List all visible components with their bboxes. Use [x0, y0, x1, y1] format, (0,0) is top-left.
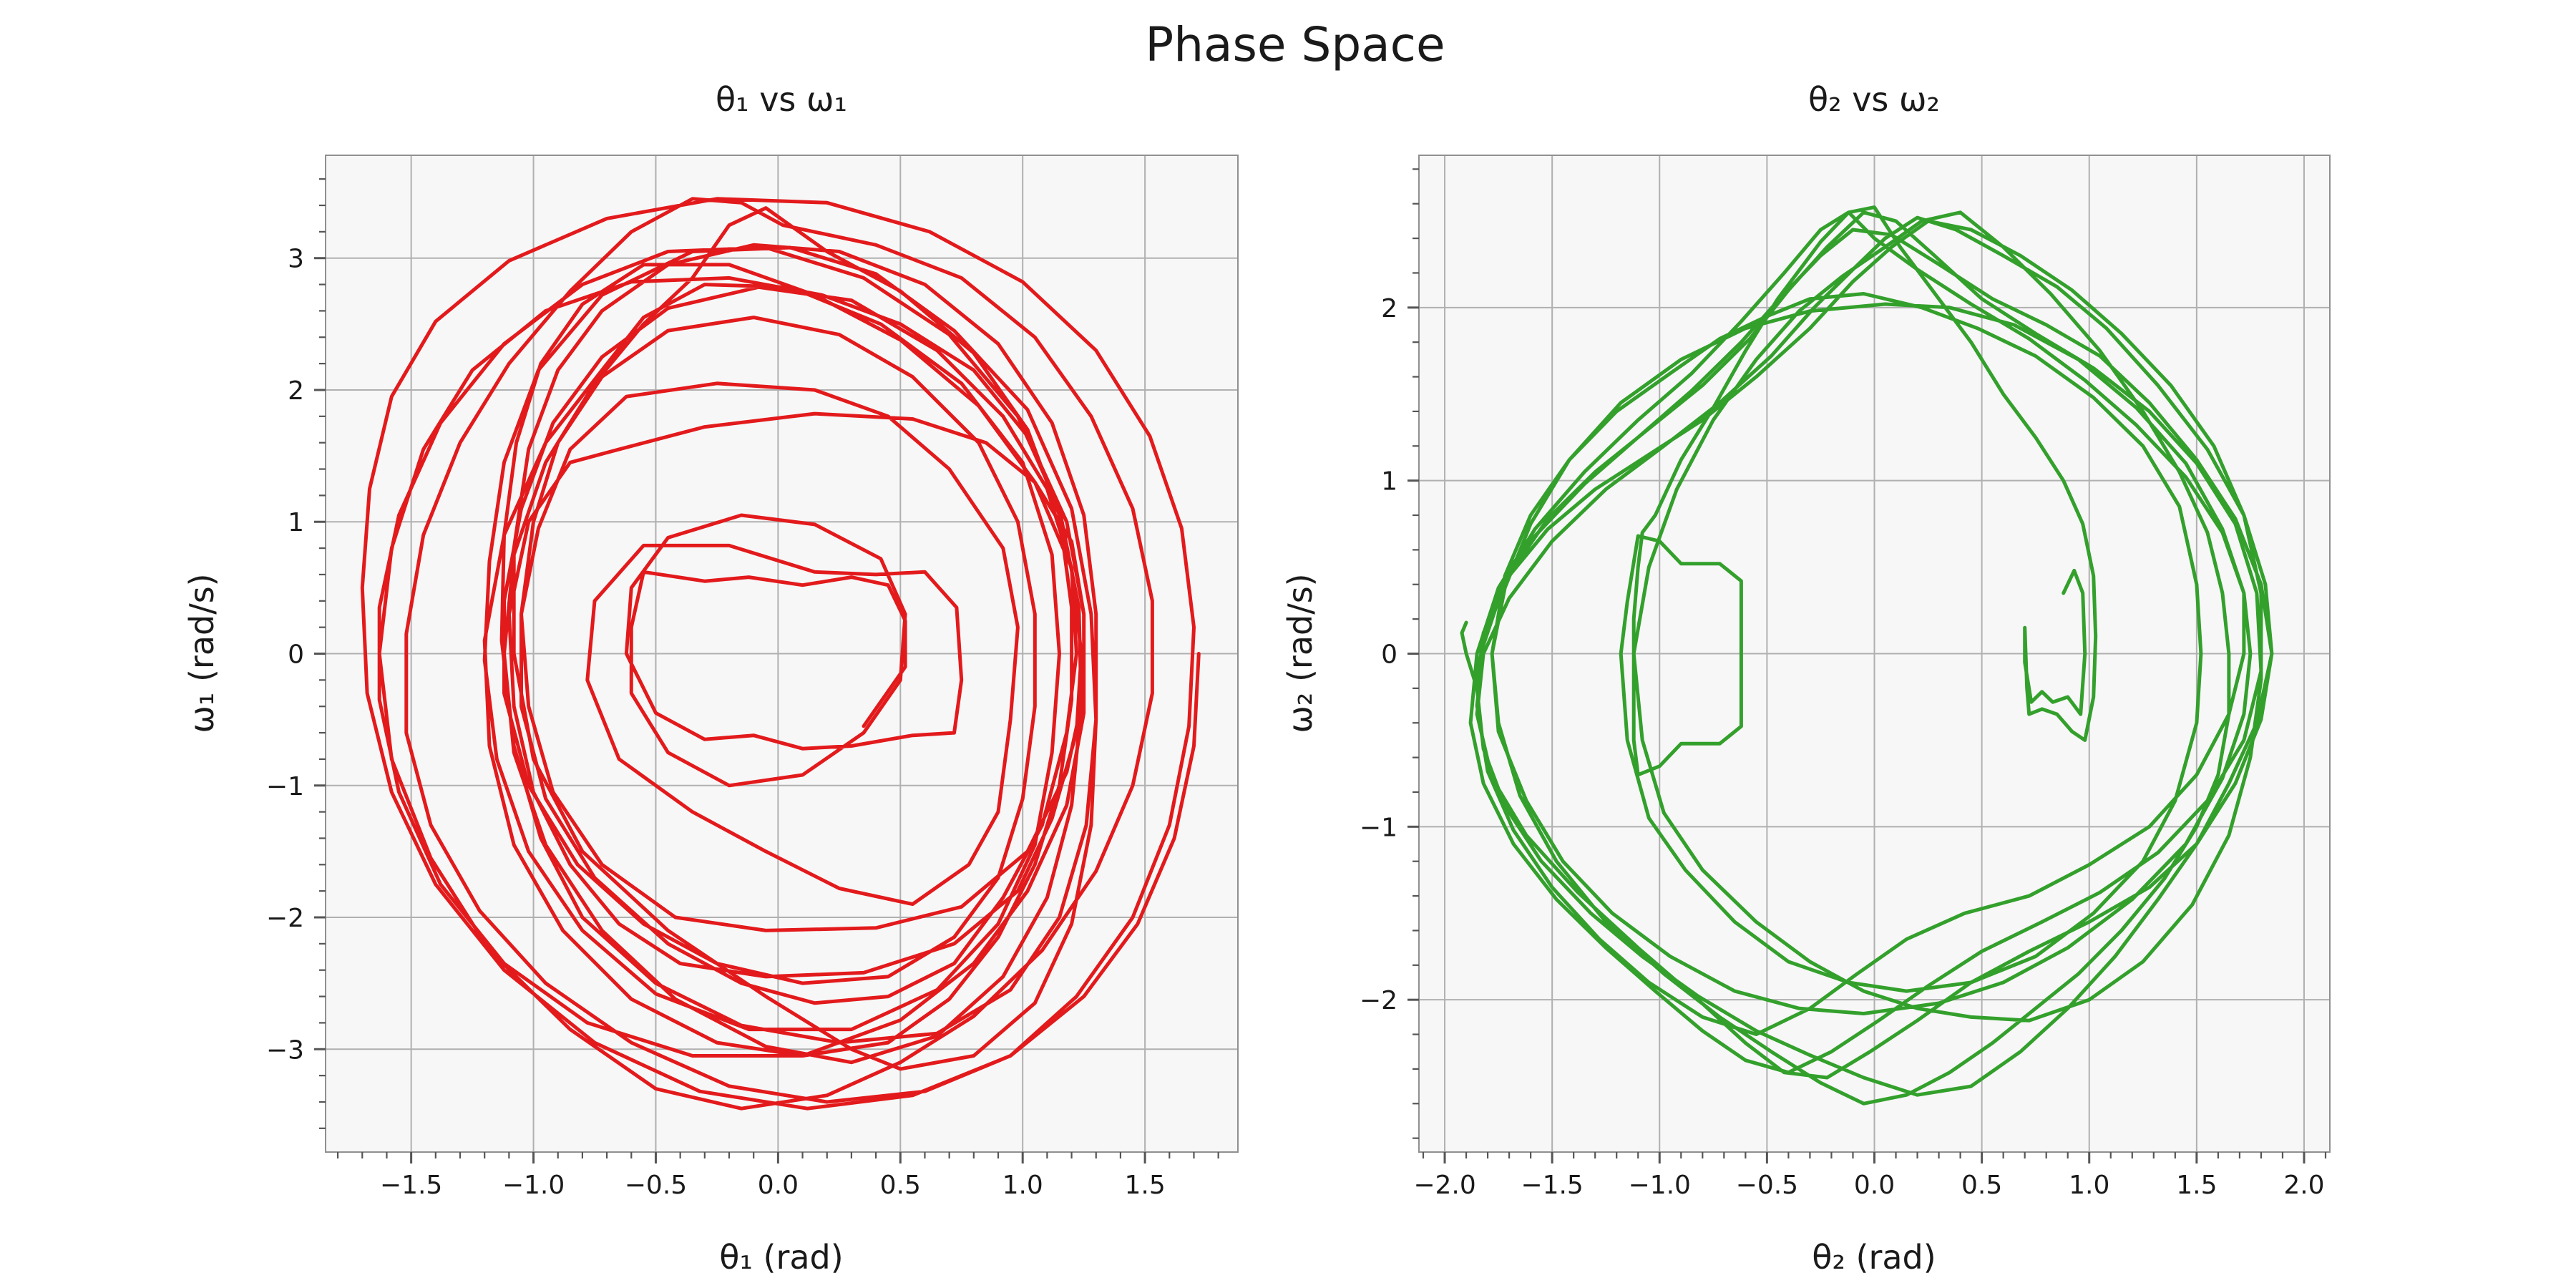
y-axis-label-1: ω₁ (rad/s) [182, 573, 221, 733]
x-tick-label: 1.0 [2069, 1171, 2109, 1200]
x-tick-label: 1.0 [1002, 1171, 1043, 1200]
trajectory-line [1460, 205, 2274, 1106]
y-tick-label: 1 [1381, 467, 1397, 497]
chart-title-1: θ₁ vs ω₁ [716, 80, 847, 119]
y-tick-label: 2 [288, 376, 304, 406]
x-tick-label: 0.0 [758, 1171, 799, 1200]
ticks-2: −2.0 −1.5 −1.0 −0.5 0.0 0.5 1.0 1.5 2.0 −2 −1 0 1 2 [1360, 168, 2327, 1200]
x-tick-label: 0.5 [1961, 1171, 2002, 1200]
y-tick-label: 1 [288, 508, 304, 537]
x-tick-label: 0.0 [1854, 1171, 1895, 1200]
chart-theta2-omega2: −2.0 −1.5 −1.0 −0.5 0.0 0.5 1.0 1.5 2.0 −2 −1 0 1 2 θ… [1281, 80, 2331, 1277]
ticks-1: −1.5 −1.0 −0.5 0.0 0.5 1.0 1.5 −3 −2 −1 0 1 2 3 [266, 178, 1219, 1200]
y-tick-label: 0 [288, 640, 304, 670]
y-tick-label: −1 [1360, 813, 1397, 842]
y-tick-label: −1 [266, 772, 304, 801]
y-tick-label: −2 [266, 904, 304, 933]
grid-1 [326, 155, 1238, 1152]
chart-theta1-omega1: −1.5 −1.0 −0.5 0.0 0.5 1.0 1.5 −3 −2 −1 0 1 2 3 θ₁ vs… [182, 80, 1239, 1277]
x-tick-label: −1.5 [1521, 1171, 1583, 1200]
trajectory-line [360, 197, 1201, 1111]
figure-title: Phase Space [1145, 17, 1445, 72]
x-tick-label: −1.5 [380, 1171, 442, 1200]
y-tick-label: −3 [266, 1035, 304, 1065]
y-tick-label: 2 [1381, 294, 1397, 323]
trajectory-1 [360, 197, 1201, 1111]
y-tick-label: 3 [288, 245, 304, 274]
x-tick-label: −2.0 [1413, 1171, 1475, 1200]
x-tick-label: 0.5 [880, 1171, 921, 1200]
trajectory-2 [1460, 205, 2274, 1106]
x-tick-label: 1.5 [1124, 1171, 1165, 1200]
x-axis-label-1: θ₁ (rad) [719, 1238, 843, 1277]
y-tick-label: −2 [1360, 986, 1397, 1015]
y-axis-label-2: ω₂ (rad/s) [1281, 573, 1319, 733]
x-tick-label: −0.5 [1736, 1171, 1798, 1200]
x-tick-label: 2.0 [2283, 1171, 2324, 1200]
x-tick-label: −1.0 [1629, 1171, 1691, 1200]
x-tick-label: −0.5 [625, 1171, 687, 1200]
y-tick-label: 0 [1381, 640, 1397, 670]
chart-title-2: θ₂ vs ω₂ [1808, 80, 1940, 119]
x-axis-label-2: θ₂ (rad) [1812, 1238, 1936, 1277]
x-tick-label: −1.0 [502, 1171, 565, 1200]
x-tick-label: 1.5 [2176, 1171, 2217, 1200]
